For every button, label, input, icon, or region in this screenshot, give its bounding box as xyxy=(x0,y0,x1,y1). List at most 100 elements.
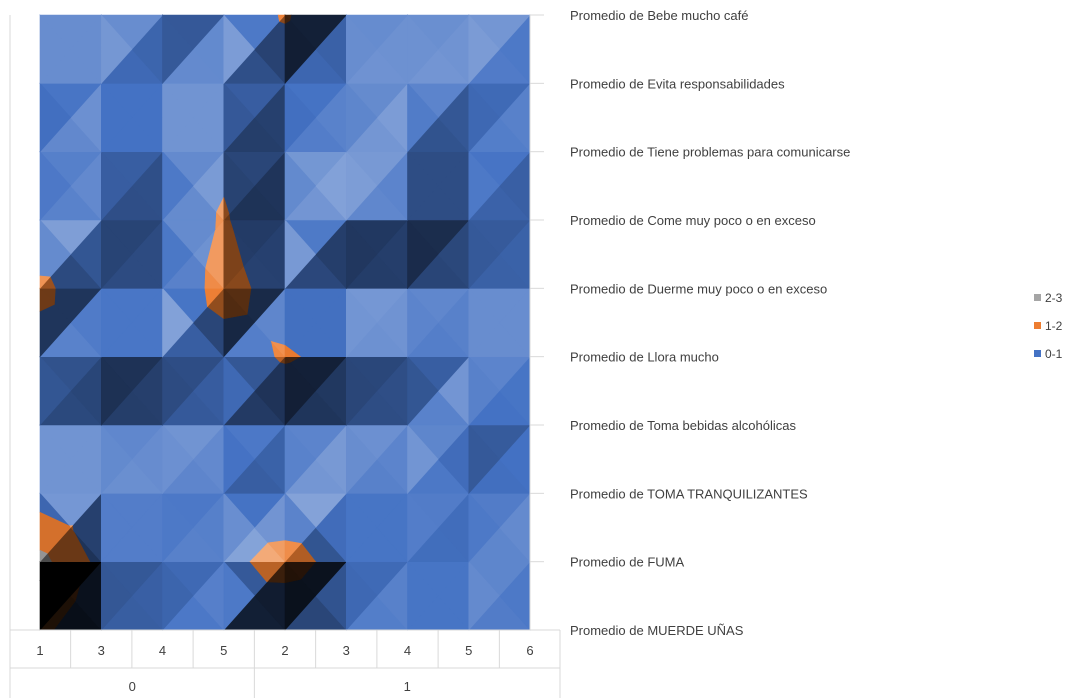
surface-facet-r8-c6-t3-band0 xyxy=(407,14,439,85)
surface-facet-r1-c0-t3-band2 xyxy=(39,549,48,563)
surface-facet-r7-c0-t3-band0 xyxy=(39,82,72,153)
surface-facet-r5-c0-t3-band1 xyxy=(39,275,51,290)
series-label-4: Promedio de Llora mucho xyxy=(570,350,719,365)
surface-facet-r5-c4-t3-band0 xyxy=(284,219,317,290)
surface-facet-r7-c6-t3-band0 xyxy=(407,82,439,153)
legend-label-2: 0-1 xyxy=(1045,347,1063,361)
category-label-6: 4 xyxy=(404,643,411,658)
surface-facet-r6-c3-t3-band1 xyxy=(223,197,230,221)
surface-facet-r7-c4-t3-band0 xyxy=(284,82,317,153)
group-label-1: 1 xyxy=(404,679,411,694)
series-label-9: Promedio de Bebe mucho café xyxy=(570,8,749,23)
surface-facet-r4-c5-t3-band0 xyxy=(345,287,378,358)
surface-facet-r0-c5-t3-band0 xyxy=(345,560,378,631)
legend-swatch-0 xyxy=(1034,294,1041,301)
surface-facet-r4-c3-t3-band1 xyxy=(223,287,248,320)
surface-facet-r1-c6-t3-band0 xyxy=(407,492,439,563)
surface-facet-r0-c3-t3-band0 xyxy=(223,560,255,631)
surface-facet-r0-c4-t3-band1 xyxy=(284,560,302,584)
surface-facet-r2-c5-t3-band0 xyxy=(345,424,378,495)
surface-facet-r8-c7-t3-band0 xyxy=(468,14,500,85)
surface-facet-r3-c3-t3-band0 xyxy=(223,355,255,426)
legend: 2-3 1-2 0-1 xyxy=(1034,291,1063,361)
surface-facet-r3-c7-t3-band0 xyxy=(468,355,500,426)
category-label-5: 3 xyxy=(343,643,350,658)
legend-label-0: 2-3 xyxy=(1045,291,1063,305)
surface-facet-r0-c2-t3-band0 xyxy=(162,560,194,631)
category-label-8: 6 xyxy=(526,643,533,658)
surface-facet-r1-c2-t3-band0 xyxy=(162,492,194,563)
surface-facet-r5-c6-t3-band0 xyxy=(407,219,439,290)
surface-facet-r1-c4-t3-band1 xyxy=(284,540,302,563)
surface-facet-r6-c1-t3-band0 xyxy=(101,150,133,221)
surface-facet-r7-c2-t3-band0 xyxy=(162,82,194,153)
surface-facet-r8-c0-t3-band0 xyxy=(39,14,72,85)
surface-facet-r1-c0-t3-band1 xyxy=(39,511,72,554)
surface-facet-r6-c6-t3-band0 xyxy=(407,150,439,221)
series-label-6: Promedio de Come muy poco o en exceso xyxy=(570,213,816,228)
surface-facet-r4-c2-t3-band0 xyxy=(162,287,194,358)
surface-facet-r1-c1-t3-band0 xyxy=(101,492,133,563)
surface-facet-r4-c6-t3-band0 xyxy=(407,287,439,358)
surface-facet-r7-c5-t3-band0 xyxy=(345,82,378,153)
surface-facet-r0-c1-t3-band0 xyxy=(101,560,133,631)
category-label-2: 4 xyxy=(159,643,166,658)
surface-facet-r4-c1-t3-band0 xyxy=(101,287,133,358)
surface-facet-r4-c7-t3-band0 xyxy=(468,287,500,358)
surface-facet-r1-c5-t3-band0 xyxy=(345,492,378,563)
surface-facet-r4-c0-t3-band1 xyxy=(39,287,55,312)
surface-facet-r6-c2-t3-band0 xyxy=(162,150,194,221)
surface-facet-r5-c3-t3-band1 xyxy=(223,219,244,290)
axes xyxy=(9,14,561,698)
surface-facet-r5-c1-t3-band0 xyxy=(101,219,133,290)
surface-facet-r1-c3-t3-band0 xyxy=(223,492,255,563)
surface-facet-r7-c1-t3-band0 xyxy=(101,82,133,153)
surface-facet-r2-c3-t3-band0 xyxy=(223,424,255,495)
category-label-7: 5 xyxy=(465,643,472,658)
series-label-3: Promedio de Toma bebidas alcohólicas xyxy=(570,418,796,433)
surface-facet-r2-c4-t3-band0 xyxy=(284,424,317,495)
surface-facet-r3-c6-t3-band0 xyxy=(407,355,439,426)
surface-facet-r2-c2-t3-band0 xyxy=(162,424,194,495)
category-labels: 1 3 4 5 2 3 4 5 6 0 1 xyxy=(36,643,533,694)
series-label-7: Promedio de Tiene problemas para comunic… xyxy=(570,145,850,160)
surface-facet-r0-c6-t3-band0 xyxy=(407,560,439,631)
surface-facet-r8-c3-t3-band0 xyxy=(223,14,255,85)
surface-facet-r6-c5-t3-band0 xyxy=(345,150,378,221)
surface-facet-r8-c2-t3-band0 xyxy=(162,14,194,85)
surface-facet-r7-c7-t3-band0 xyxy=(468,82,500,153)
surface-facet-r6-c0-t3-band0 xyxy=(39,150,72,221)
surface-facet-r8-c5-t3-band0 xyxy=(345,14,378,85)
series-labels: Promedio de MUERDE UÑAS Promedio de FUMA P… xyxy=(570,8,850,638)
surface-facet-r3-c2-t3-band0 xyxy=(162,355,194,426)
legend-swatch-1 xyxy=(1034,322,1041,329)
series-label-1: Promedio de FUMA xyxy=(570,555,684,570)
surface-facet-r5-c7-t3-band0 xyxy=(468,219,500,290)
surface-facet-r1-c7-t3-band0 xyxy=(468,492,500,563)
plot-area xyxy=(39,14,531,631)
surface-facet-r0-c0-t3-band2 xyxy=(39,560,49,582)
surface-facet-r6-c4-t3-band0 xyxy=(284,150,317,221)
series-label-5: Promedio de Duerme muy poco o en exceso xyxy=(570,281,827,296)
legend-swatch-2 xyxy=(1034,350,1041,357)
surface-facet-r2-c1-t3-band0 xyxy=(101,424,133,495)
surface-facet-r3-c4-t3-band1 xyxy=(284,355,291,364)
group-label-0: 0 xyxy=(129,679,136,694)
series-label-8: Promedio de Evita responsabilidades xyxy=(570,76,785,91)
surface-facet-r5-c5-t3-band0 xyxy=(345,219,378,290)
surface-facet-r6-c7-t3-band0 xyxy=(468,150,500,221)
surface-facet-r5-c2-t3-band0 xyxy=(162,219,194,290)
surface-facet-r0-c7-t3-band0 xyxy=(468,560,500,631)
surface-facet-r8-c1-t3-band0 xyxy=(101,14,133,85)
surface-facet-r3-c5-t3-band0 xyxy=(345,355,378,426)
surface-facet-r7-c3-t3-band0 xyxy=(223,82,255,153)
category-label-1: 3 xyxy=(98,643,105,658)
legend-label-1: 1-2 xyxy=(1045,319,1063,333)
surface-facet-r2-c6-t3-band0 xyxy=(407,424,439,495)
series-label-0: Promedio de MUERDE UÑAS xyxy=(570,623,744,638)
surface-facet-r2-c7-t3-band0 xyxy=(468,424,500,495)
surface-facet-r2-c0-t3-band0 xyxy=(39,424,72,495)
surface-facet-r3-c1-t3-band0 xyxy=(101,355,133,426)
series-label-2: Promedio de TOMA TRANQUILIZANTES xyxy=(570,486,808,501)
category-label-3: 5 xyxy=(220,643,227,658)
